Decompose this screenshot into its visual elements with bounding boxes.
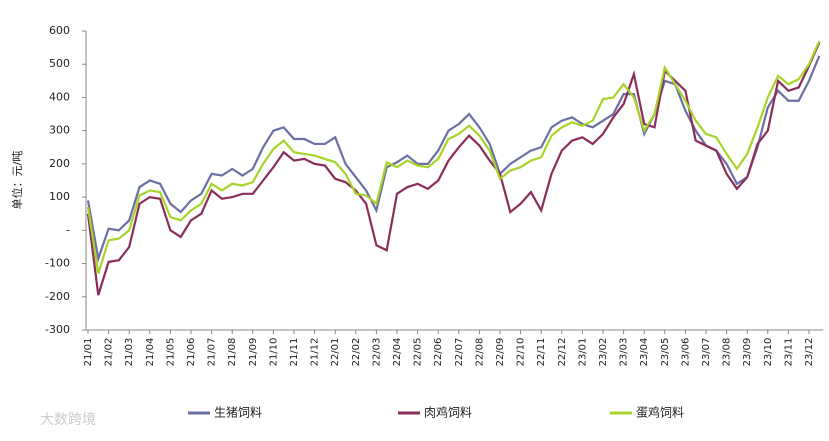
series-line xyxy=(86,40,821,274)
x-tick-label: 22/12 xyxy=(557,338,568,367)
x-tick-label: 21/11 xyxy=(289,338,300,367)
x-tick-label: 22/09 xyxy=(495,338,506,367)
x-tick-label: 21/08 xyxy=(227,338,238,367)
y-tick-label: 100 xyxy=(49,190,70,203)
y-axis-label: 单位：元/吨 xyxy=(10,151,24,210)
x-tick-label: 23/12 xyxy=(804,338,815,367)
x-tick-label: 22/11 xyxy=(536,338,547,367)
x-tick-label: 21/10 xyxy=(268,338,279,367)
x-tick-label: 23/03 xyxy=(619,338,630,367)
x-tick-label: 23/05 xyxy=(660,338,671,367)
series-line xyxy=(86,42,821,296)
x-tick-label: 23/08 xyxy=(722,338,733,367)
y-tick-label: -100 xyxy=(45,257,70,270)
y-tick-label: 500 xyxy=(49,57,70,70)
x-tick-label: 23/06 xyxy=(680,338,691,367)
x-tick-label: 23/07 xyxy=(701,338,712,367)
x-tick-label: 21/09 xyxy=(248,338,259,367)
x-tick-label: 23/09 xyxy=(742,338,753,367)
series-line xyxy=(86,55,821,263)
x-tick-label: 21/03 xyxy=(124,338,135,367)
y-tick-label: -300 xyxy=(45,323,70,336)
y-tick-label: 600 xyxy=(49,24,70,37)
legend-label: 肉鸡饲料 xyxy=(424,405,472,420)
y-tick-label: 200 xyxy=(49,157,70,170)
x-tick-label: 21/06 xyxy=(186,338,197,367)
x-tick-label: 23/10 xyxy=(763,338,774,367)
x-tick-label: 23/02 xyxy=(598,338,609,367)
x-tick-label: 23/11 xyxy=(783,338,794,367)
watermark: 大数跨境 xyxy=(40,412,96,428)
x-tick-label: 21/04 xyxy=(145,338,156,367)
x-tick-label: 22/06 xyxy=(433,338,444,367)
x-tick-label: 21/12 xyxy=(310,338,321,367)
x-tick-label: 23/04 xyxy=(639,338,650,367)
x-tick-label: 22/08 xyxy=(474,338,485,367)
y-tick-label: -200 xyxy=(45,290,70,303)
x-tick-label: 23/01 xyxy=(577,338,588,367)
x-tick-label: 21/07 xyxy=(207,338,218,367)
x-tick-label: 21/01 xyxy=(83,338,94,367)
x-tick-label: 22/02 xyxy=(351,338,362,367)
y-tick-label: - xyxy=(66,223,70,236)
x-tick-label: 21/02 xyxy=(104,338,115,367)
x-tick-label: 22/01 xyxy=(330,338,341,367)
x-tick-label: 22/05 xyxy=(413,338,424,367)
x-tick-label: 21/05 xyxy=(165,338,176,367)
x-tick-label: 22/07 xyxy=(454,338,465,367)
x-tick-label: 22/04 xyxy=(392,338,403,367)
y-tick-label: 400 xyxy=(49,90,70,103)
y-tick-label: 300 xyxy=(49,124,70,137)
x-tick-label: 22/10 xyxy=(516,338,527,367)
legend-label: 蛋鸡饲料 xyxy=(636,405,684,420)
legend-label: 生猪饲料 xyxy=(214,406,262,420)
x-tick-label: 22/03 xyxy=(371,338,382,367)
